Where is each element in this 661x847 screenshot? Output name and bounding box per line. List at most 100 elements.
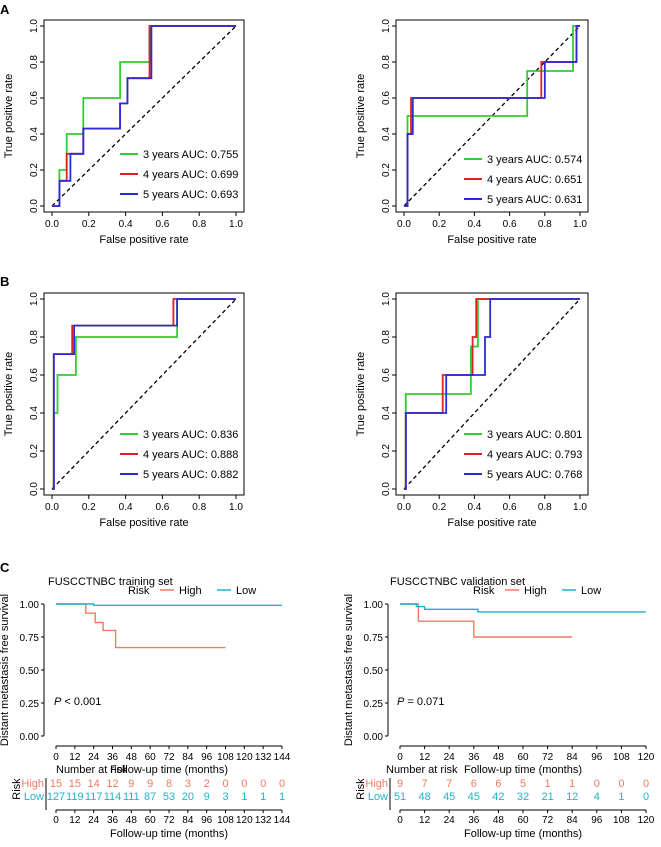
risk-count: 15 <box>69 778 81 790</box>
x-tick-label: 0.2 <box>82 219 96 230</box>
p-value-label: P < 0.001 <box>54 696 101 708</box>
p-symbol: P <box>397 696 405 708</box>
x-tick-label: 12 <box>69 752 81 763</box>
y-tick-label: 0.2 <box>29 444 40 458</box>
legend-label: 5 years AUC: 0.882 <box>143 469 238 481</box>
risk-y-label: Risk <box>11 778 23 800</box>
x-tick-label: 72 <box>163 752 175 763</box>
x-tick-label: 84 <box>182 752 194 763</box>
y-tick-label: 0.75 <box>20 633 40 644</box>
risk-count: 21 <box>541 791 553 803</box>
legend-label: 3 years AUC: 0.755 <box>143 149 238 161</box>
risk-x-tick-label: 36 <box>107 815 119 826</box>
risk-count: 0 <box>643 791 649 803</box>
x-tick-label: 24 <box>444 752 456 763</box>
y-tick-label: 0.6 <box>381 368 392 382</box>
risk-row-label: High <box>21 778 44 790</box>
legend-label: 3 years AUC: 0.836 <box>143 429 238 441</box>
x-tick-label: 1.0 <box>229 219 243 230</box>
risk-count: 20 <box>182 791 194 803</box>
risk-count: 0 <box>222 778 228 790</box>
risk-count: 5 <box>520 778 526 790</box>
risk-x-tick-label: 24 <box>444 815 456 826</box>
x-tick-label: 48 <box>493 752 505 763</box>
y-tick-label: 0.4 <box>29 127 40 141</box>
chart-title: FUSCCTNBC validation set <box>390 576 525 588</box>
risk-count: 14 <box>88 778 100 790</box>
risk-count: 8 <box>166 778 172 790</box>
x-tick-label: 0.4 <box>119 502 133 513</box>
risk-count: 6 <box>495 778 501 790</box>
y-tick-label: 1.0 <box>29 292 40 306</box>
risk-count: 3 <box>185 778 191 790</box>
risk-count: 3 <box>222 791 228 803</box>
risk-count: 45 <box>443 791 455 803</box>
y-tick-label: 0.50 <box>20 666 40 677</box>
p-symbol: P <box>54 696 62 708</box>
p-value: < 0.001 <box>61 696 101 708</box>
panel-label-a: A <box>0 2 10 17</box>
risk-count: 0 <box>618 778 624 790</box>
x-tick-label: 0.2 <box>432 502 446 513</box>
risk-x-tick-label: 120 <box>638 815 655 826</box>
plot-frame <box>43 19 245 213</box>
chart-title: FUSCCTNBC training set <box>48 576 173 588</box>
x-axis-label: False positive rate <box>99 517 188 529</box>
risk-count: 0 <box>241 778 247 790</box>
y-tick-label: 0.4 <box>381 127 392 141</box>
y-axis-label: True positive rate <box>3 74 15 159</box>
x-tick-label: 0.4 <box>467 219 481 230</box>
legend-label: High <box>179 585 202 597</box>
x-tick-label: 72 <box>542 752 554 763</box>
y-axis-label: Distant metastasis free survival <box>343 594 355 746</box>
x-tick-label: 0.0 <box>397 502 411 513</box>
risk-count: 127 <box>47 791 65 803</box>
y-tick-label: 0.6 <box>29 368 40 382</box>
legend-label: 4 years AUC: 0.793 <box>487 449 582 461</box>
legend-label: 3 years AUC: 0.801 <box>487 429 582 441</box>
x-tick-label: 0.0 <box>45 502 59 513</box>
roc-curve-5-years <box>52 25 236 207</box>
x-tick-label: 0.8 <box>538 502 552 513</box>
legend-label: 4 years AUC: 0.888 <box>143 449 238 461</box>
x-tick-label: 108 <box>217 752 234 763</box>
y-tick-label: 0.6 <box>381 91 392 105</box>
x-tick-label: 0.0 <box>397 219 411 230</box>
y-tick-label: 1.00 <box>364 600 384 611</box>
x-tick-label: 0.6 <box>155 219 169 230</box>
km-curve-high <box>56 603 226 649</box>
risk-count: 51 <box>394 791 406 803</box>
y-axis-label: True positive rate <box>3 352 15 437</box>
risk-count: 1 <box>618 791 624 803</box>
plot-frame <box>43 292 245 496</box>
p-value: = 0.071 <box>404 696 444 708</box>
panel-label-b: B <box>0 274 9 289</box>
roc-chart-B_train: 0.0 0.0 0.2 0.2 0.4 0.4 0.6 0.6 0.8 0.8 1.0 1.0 Fals… <box>3 292 245 529</box>
y-tick-label: 0.8 <box>29 55 40 69</box>
plot-frame <box>395 292 589 496</box>
y-axis-label: True positive rate <box>355 74 367 159</box>
legend-title: Risk <box>128 585 150 597</box>
risk-x-tick-label: 72 <box>163 815 175 826</box>
km-curve-low <box>56 603 282 606</box>
x-tick-label: 0.0 <box>45 219 59 230</box>
x-tick-label: 0.8 <box>538 219 552 230</box>
risk-x-axis-label: Follow-up time (months) <box>110 828 228 840</box>
risk-count: 15 <box>50 778 62 790</box>
y-tick-label: 0.6 <box>29 91 40 105</box>
risk-count: 12 <box>566 791 578 803</box>
y-tick-label: 0.50 <box>364 666 384 677</box>
y-tick-label: 0.0 <box>29 199 40 213</box>
legend-label: Low <box>581 585 601 597</box>
x-tick-label: 144 <box>274 752 291 763</box>
x-tick-label: 60 <box>145 752 157 763</box>
risk-count: 1 <box>241 791 247 803</box>
chance-diagonal <box>51 25 237 207</box>
roc-curve-5-years <box>404 25 580 207</box>
risk-y-label: Risk <box>355 778 367 800</box>
x-tick-label: 0.6 <box>503 219 517 230</box>
risk-count: 45 <box>468 791 480 803</box>
risk-x-tick-label: 120 <box>236 815 253 826</box>
risk-x-tick-label: 60 <box>517 815 529 826</box>
